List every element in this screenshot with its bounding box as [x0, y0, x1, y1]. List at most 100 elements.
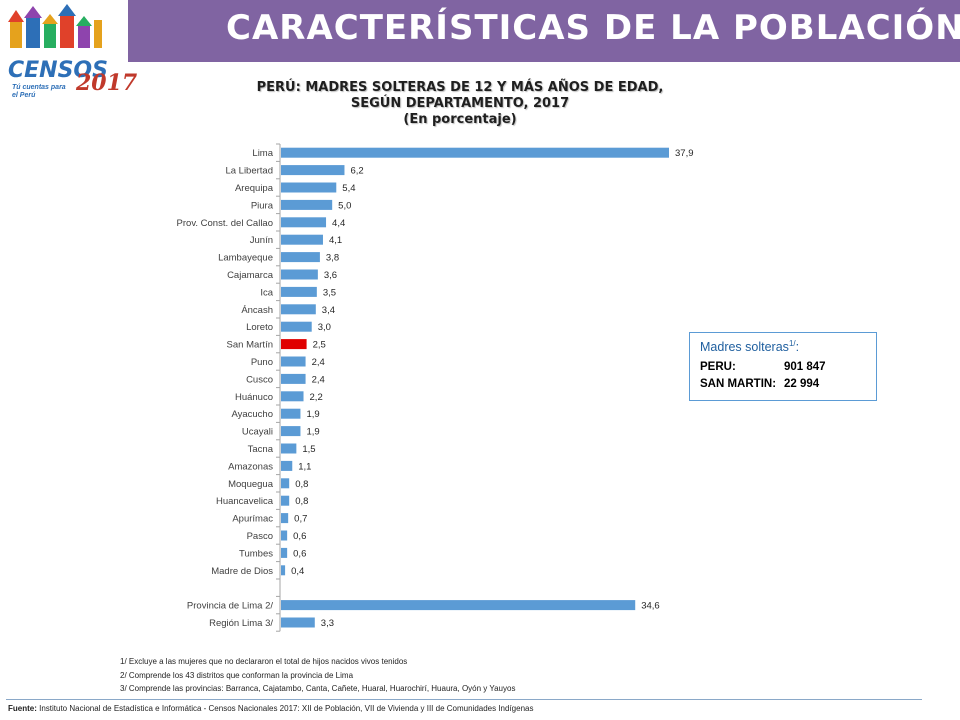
bar	[281, 408, 301, 419]
bar	[281, 217, 327, 228]
summary-title: Madres solteras1/:	[700, 339, 800, 355]
category-label: Tumbes	[239, 548, 273, 559]
bar	[281, 286, 317, 297]
data-label: 0,8	[295, 496, 308, 507]
data-label: 3,4	[322, 305, 335, 316]
data-label: 0,7	[294, 514, 307, 525]
category-label: Ucayali	[242, 427, 273, 438]
category-label: Loreto	[246, 322, 273, 333]
bar	[281, 304, 316, 315]
category-label: Región Lima 3/	[209, 618, 273, 629]
bar	[281, 356, 306, 367]
data-label: 3,6	[324, 270, 337, 281]
category-label: La Libertad	[225, 166, 273, 177]
data-label: 0,6	[293, 548, 306, 559]
category-label: Tacna	[248, 444, 274, 455]
bar	[281, 373, 306, 384]
bar	[281, 513, 289, 524]
category-label: Amazonas	[228, 461, 273, 472]
bar	[281, 321, 312, 332]
category-label: Cajamarca	[227, 270, 274, 281]
data-label: 5,0	[338, 200, 351, 211]
summary-row-peru: PERU: 901 847	[700, 361, 826, 374]
page-title: CARACTERÍSTICAS DE LA POBLACIÓN	[226, 8, 960, 48]
category-label: Apurímac	[232, 514, 273, 525]
bar	[281, 182, 337, 193]
bar	[281, 530, 288, 541]
data-label: 4,4	[332, 218, 345, 229]
data-label: 3,8	[326, 253, 339, 264]
logo-houses-icon	[8, 4, 102, 48]
bar	[281, 443, 297, 454]
data-label: 1,1	[298, 461, 311, 472]
chart-subtitle: (En porcentaje)	[403, 112, 517, 127]
source-footer: Fuente: Instituto Nacional de Estadístic…	[8, 704, 534, 713]
data-label: 34,6	[641, 601, 660, 612]
data-label: 4,1	[329, 235, 342, 246]
bar	[281, 234, 323, 245]
category-label: Ica	[260, 287, 273, 298]
logo-text: CENSOS	[8, 58, 108, 83]
data-label: 5,4	[342, 183, 355, 194]
summary-row-san-martin: SAN MARTIN: 22 994	[700, 378, 820, 391]
footnote-1: 1/ Excluye a las mujeres que no declarar…	[120, 657, 408, 666]
data-label: 2,4	[312, 374, 325, 385]
chart-title: PERÚ: MADRES SOLTERAS DE 12 Y MÁS AÑOS D…	[256, 80, 664, 95]
data-label: 1,5	[302, 444, 315, 455]
bar	[281, 339, 307, 350]
footer-divider	[6, 699, 922, 700]
category-label: Provincia de Lima 2/	[187, 601, 273, 612]
data-label: 1,9	[306, 427, 319, 438]
footnote-3: 3/ Comprende las provincias: Barranca, C…	[120, 684, 516, 693]
header-banner: CARACTERÍSTICAS DE LA POBLACIÓN	[0, 0, 960, 62]
bar	[281, 460, 293, 471]
data-label: 3,0	[318, 322, 331, 333]
data-label: 0,4	[291, 566, 304, 577]
bar	[281, 391, 304, 402]
chart-title-line2: SEGÚN DEPARTAMENTO, 2017	[350, 96, 570, 111]
bar	[281, 165, 345, 176]
bar	[281, 269, 318, 280]
bar	[281, 199, 333, 210]
chart-title-block: PERÚ: MADRES SOLTERAS DE 12 Y MÁS AÑOS D…	[160, 80, 760, 128]
bar	[281, 617, 315, 628]
logo-tagline: Tú cuentas para el Perú	[12, 84, 66, 99]
category-label: Áncash	[241, 305, 273, 316]
data-label: 2,5	[313, 340, 326, 351]
logo-year: 2017	[76, 70, 138, 96]
category-label: Lima	[252, 148, 273, 159]
bar	[281, 547, 288, 558]
category-label: Arequipa	[235, 183, 274, 194]
data-label: 2,4	[312, 357, 325, 368]
data-label: 1,9	[306, 409, 319, 420]
data-label: 6,2	[350, 166, 363, 177]
censos-logo: CENSOS 2017 Tú cuentas para el Perú	[0, 0, 137, 112]
category-label: San Martín	[227, 340, 273, 351]
bar	[281, 600, 636, 611]
data-label: 0,8	[295, 479, 308, 490]
category-label: Moquegua	[228, 479, 274, 490]
data-label: 37,9	[675, 148, 694, 159]
category-label: Prov. Const. del Callao	[177, 218, 273, 229]
bar	[281, 426, 301, 437]
bar	[281, 478, 290, 489]
bar	[281, 565, 286, 576]
data-label: 2,2	[310, 392, 323, 403]
summary-box: Madres solteras1/: PERU: 901 847 SAN MART…	[689, 332, 877, 401]
category-label: Piura	[251, 200, 274, 211]
data-label: 3,5	[323, 287, 336, 298]
category-label: Junín	[250, 235, 273, 246]
category-label: Ayacucho	[231, 409, 273, 420]
category-label: Madre de Dios	[211, 566, 273, 577]
category-label: Puno	[251, 357, 273, 368]
category-label: Pasco	[247, 531, 273, 542]
category-label: Huánuco	[235, 392, 273, 403]
bar	[281, 252, 320, 263]
data-label: 3,3	[321, 618, 334, 629]
category-label: Lambayeque	[218, 253, 273, 264]
bar	[281, 495, 290, 506]
footnote-2: 2/ Comprende los 43 distritos que confor…	[120, 670, 354, 680]
data-label: 0,6	[293, 531, 306, 542]
bar	[281, 147, 669, 158]
